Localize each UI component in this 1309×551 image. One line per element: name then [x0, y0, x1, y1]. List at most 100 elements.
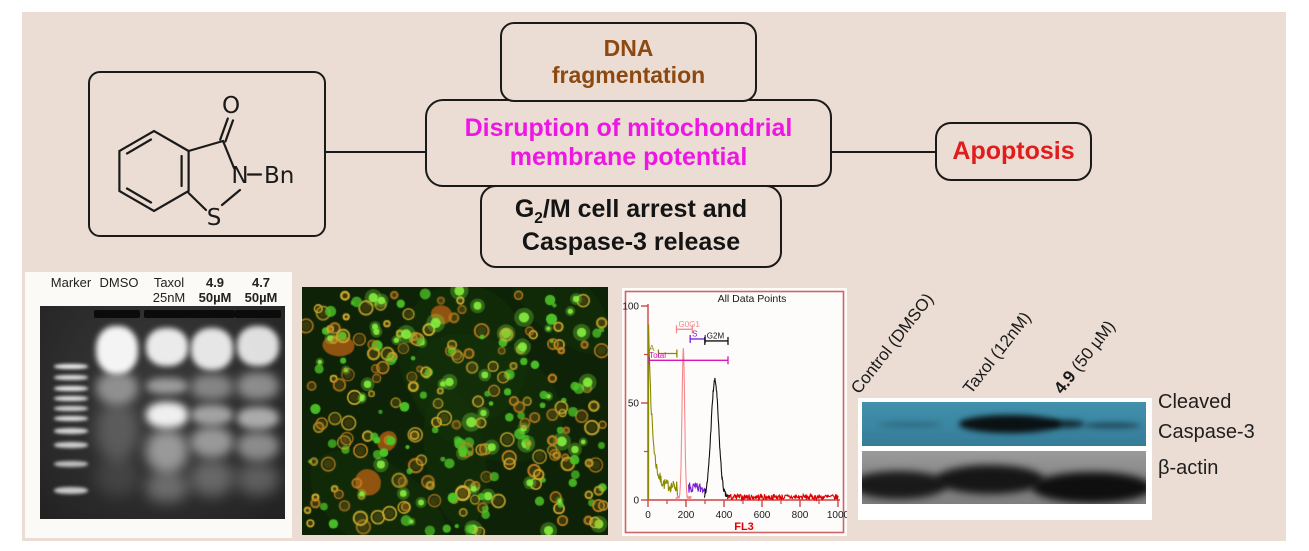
x-tick-label: 400 [716, 510, 733, 521]
blot-protein-label: β-actin [1158, 457, 1219, 479]
dna-fragmentation-box: DNA fragmentation [500, 22, 757, 102]
compound-structure-box: O N S Bn [88, 71, 326, 237]
gel-band [96, 458, 138, 496]
benzisothiazolone-structure: O N S Bn [118, 93, 294, 231]
apoptosis-label: Apoptosis [952, 136, 1075, 165]
gel-lane-label: 4.7 [251, 275, 271, 290]
gel-band [146, 328, 188, 366]
x-tick-label: 1000 [827, 510, 847, 521]
x-tick-label: 600 [754, 510, 771, 521]
gel-well [94, 310, 140, 318]
gel-lane-sublabel: 50µM [198, 290, 232, 305]
gel-band [96, 402, 138, 460]
flow-cytometry-panel: All Data Points 0 50 100 0 200 400 600 800 1000 FL… [622, 288, 850, 536]
gel-band [237, 326, 279, 366]
x-tick-label: 0 [645, 510, 651, 521]
gel-band [237, 463, 279, 495]
flow-x-axis-label: FL3 [734, 521, 754, 533]
gel-band [54, 375, 88, 380]
gel-image [40, 306, 285, 519]
gel-band [191, 460, 233, 496]
gel-band [54, 396, 88, 401]
x-tick-label: 200 [678, 510, 695, 521]
gel-lane-label: 4.9 [205, 275, 225, 290]
blot-protein-label: Cleaved [1158, 391, 1232, 413]
graphical-abstract-panel: O N S Bn DNA fragmentation Disruption of… [22, 12, 1286, 541]
gate-label-G2M: G2M [707, 331, 725, 340]
gel-band [54, 461, 88, 467]
cleaved-caspase3-blot-strip [862, 402, 1146, 446]
y-tick-label: 50 [628, 399, 640, 410]
gel-band [54, 406, 88, 411]
dna-fragmentation-line2: fragmentation [551, 62, 706, 88]
gel-well [189, 310, 235, 318]
gel-lane-label: DMSO [99, 275, 139, 290]
blot-band [862, 471, 948, 499]
blot-lane-label: Taxol (12nM) [959, 308, 1035, 398]
atom-sulfur: S [207, 205, 222, 231]
gel-band [54, 442, 88, 448]
gel-band [146, 472, 188, 502]
gel-band [54, 487, 88, 494]
gel-band [146, 402, 188, 428]
blot-band [1049, 420, 1084, 428]
blot-band [1083, 423, 1141, 428]
g2m-line1: G2/M cell arrest and [514, 195, 748, 228]
gate-label-Total: Total [649, 351, 666, 360]
flow-trace-g0g1-peak [675, 348, 692, 500]
flow-trace-a-debris- [648, 324, 679, 500]
gel-band [54, 416, 88, 421]
y-tick-label: 0 [633, 496, 639, 507]
g2m-line2: Caspase-3 release [521, 228, 741, 257]
gel-band [146, 430, 188, 472]
g2m-arrest-box: G2/M cell arrest and Caspase-3 release [480, 185, 782, 268]
atom-oxygen: O [222, 93, 240, 119]
blot-band [1032, 472, 1146, 503]
mito-line1: Disruption of mitochondrial [464, 113, 793, 142]
gel-well [235, 310, 281, 318]
blot-band [935, 464, 1044, 494]
gel-band [191, 374, 233, 400]
gel-well [144, 310, 190, 318]
dna-gel-panel: Marker DMSO Taxol 25nM 4.9 50µM 4.7 50µM [25, 272, 292, 538]
flow-trace-s-phase [687, 482, 707, 495]
blot-protein-label: Caspase-3 [1158, 421, 1255, 443]
gel-band [146, 378, 188, 394]
connector-structure-to-effects [326, 151, 426, 153]
flow-trace-g2m-peak [703, 377, 731, 499]
gel-lane-sublabel: 25nM [152, 290, 186, 305]
blot-lane-label: 4.9 (50 µM) [1050, 316, 1119, 398]
benzyl-substituent: Bn [264, 163, 294, 189]
y-tick-label: 100 [622, 302, 639, 313]
gel-band [96, 326, 138, 374]
flow-frame [624, 290, 845, 534]
beta-actin-blot-strip [862, 451, 1146, 504]
mitochondrial-disruption-box: Disruption of mitochondrial membrane pot… [425, 99, 832, 187]
gel-band [54, 428, 88, 434]
blot-lane-label: Control (DMSO) [847, 289, 938, 398]
dna-fragmentation-line1: DNA [603, 34, 654, 61]
gel-band [96, 372, 138, 404]
flow-trace-aneuploid [726, 492, 839, 502]
gel-band [191, 405, 233, 425]
flow-title: All Data Points [718, 293, 787, 305]
blot-band [879, 421, 942, 428]
atom-nitrogen: N [231, 163, 248, 189]
gel-band [54, 364, 88, 369]
gel-band [237, 432, 279, 460]
gel-band [237, 407, 279, 429]
gel-band [191, 427, 233, 457]
fluorescence-micrograph [302, 287, 608, 535]
gate-label-A: A [649, 344, 655, 353]
gate-label-G0G1: G0G1 [679, 320, 701, 329]
gel-band [191, 328, 233, 370]
x-tick-label: 800 [792, 510, 809, 521]
connector-effects-to-apoptosis [832, 151, 936, 153]
mito-line2: membrane potential [509, 143, 748, 171]
gel-lane-label: Taxol [153, 275, 185, 290]
gel-lane-label: Marker [50, 275, 92, 290]
apoptosis-box: Apoptosis [935, 122, 1092, 181]
gel-band [54, 386, 88, 391]
gel-lane-sublabel: 50µM [244, 290, 278, 305]
